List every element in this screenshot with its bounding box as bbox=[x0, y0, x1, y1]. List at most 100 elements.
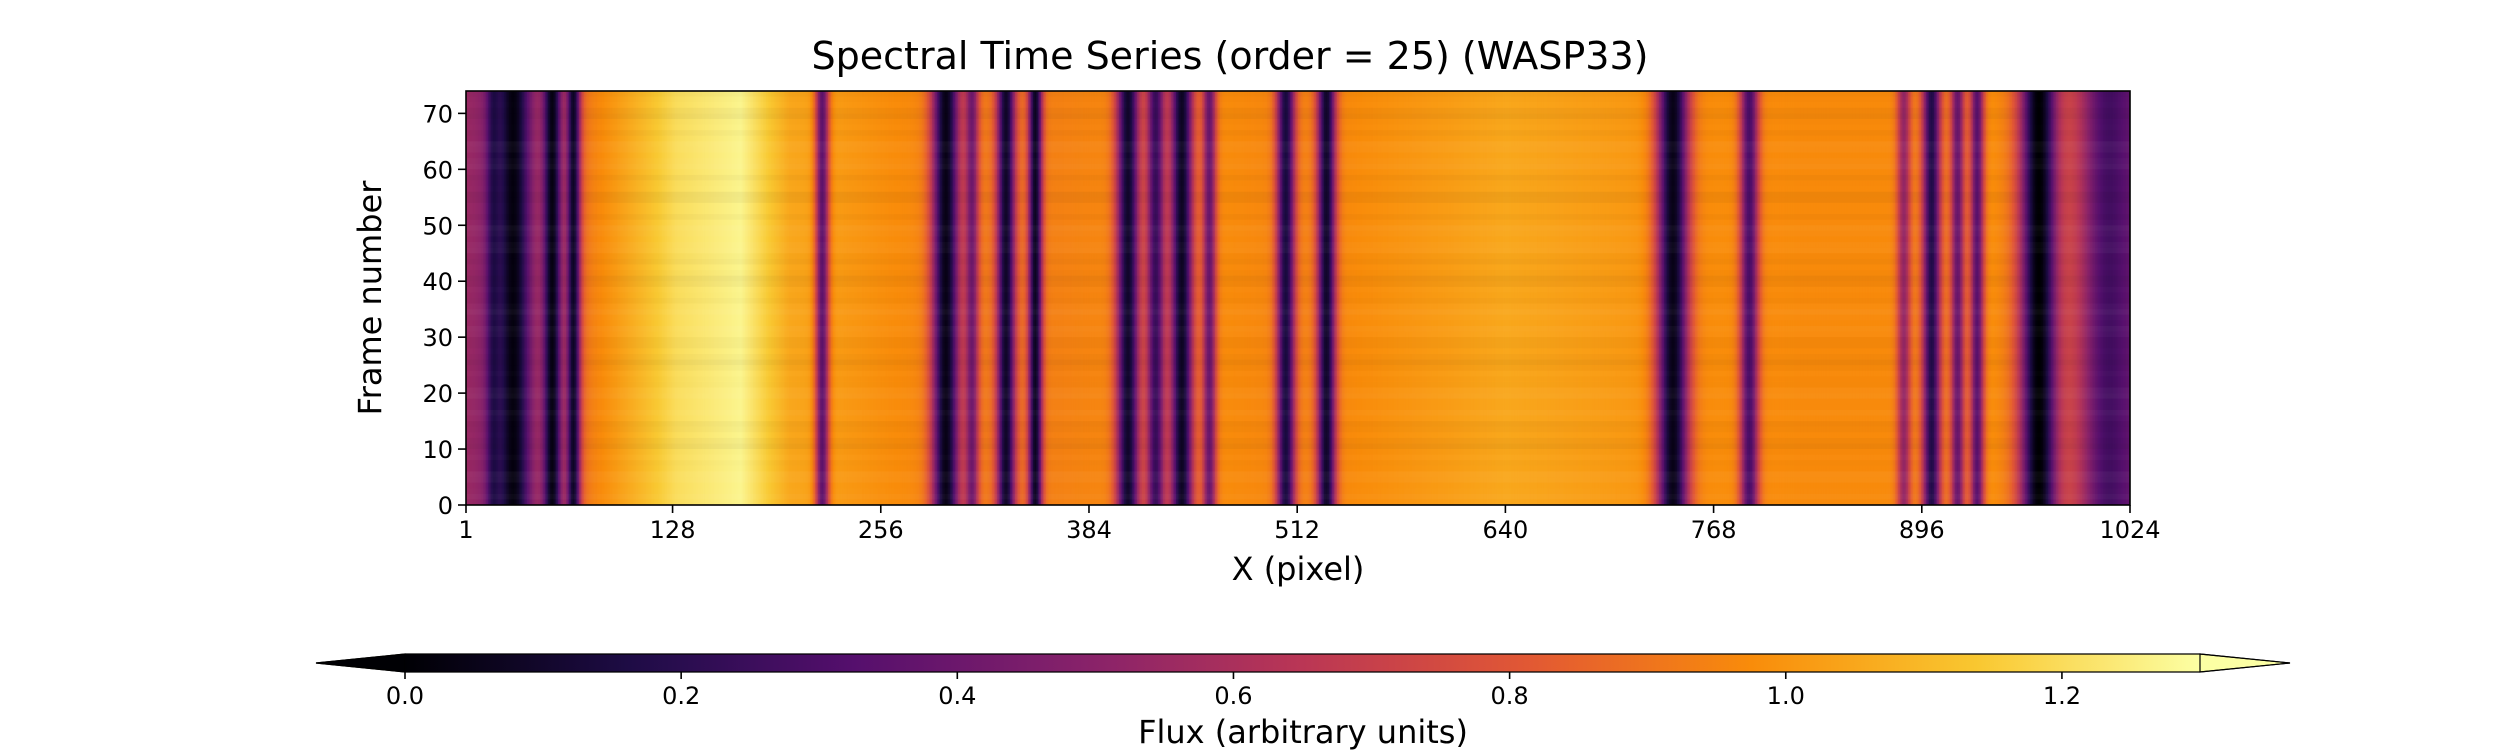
heatmap-column bbox=[1769, 91, 1773, 505]
heatmap-column bbox=[961, 91, 964, 505]
heatmap-column bbox=[531, 91, 535, 505]
heatmap-column bbox=[1301, 91, 1304, 505]
heatmap-column bbox=[1328, 91, 1332, 505]
heatmap-column bbox=[637, 91, 641, 505]
heatmap-column bbox=[1732, 91, 1735, 505]
heatmap-column bbox=[2083, 91, 2087, 505]
heatmap-column bbox=[470, 91, 473, 505]
heatmap-column bbox=[1454, 91, 1457, 505]
heatmap-column bbox=[1164, 91, 1168, 505]
heatmap-column bbox=[655, 91, 658, 505]
heatmap-column bbox=[995, 91, 998, 505]
heatmap-column bbox=[1964, 91, 1968, 505]
heatmap-frame-row bbox=[466, 371, 2130, 377]
heatmap-column bbox=[928, 91, 932, 505]
y-axis-label: Frame number bbox=[351, 180, 389, 416]
heatmap-column bbox=[1325, 91, 1329, 505]
heatmap-column bbox=[2111, 91, 2114, 505]
heatmap-frame-row bbox=[466, 287, 2130, 293]
y-tick-label: 40 bbox=[422, 268, 453, 296]
heatmap-column bbox=[1345, 91, 1348, 505]
heatmap-column bbox=[1459, 91, 1462, 505]
heatmap-column bbox=[1444, 91, 1447, 505]
heatmap-column bbox=[1457, 91, 1460, 505]
heatmap-column bbox=[624, 91, 628, 505]
heatmap-column bbox=[1912, 91, 1916, 505]
heatmap-column bbox=[663, 91, 667, 505]
heatmap-column bbox=[725, 91, 728, 505]
heatmap-column bbox=[1559, 91, 1563, 505]
heatmap-column bbox=[1180, 91, 1184, 505]
heatmap-column bbox=[2073, 91, 2077, 505]
heatmap-column bbox=[746, 91, 750, 505]
heatmap-frame-row bbox=[466, 438, 2130, 444]
heatmap-column bbox=[1298, 91, 1301, 505]
heatmap-column bbox=[826, 91, 829, 505]
heatmap-column bbox=[1868, 91, 1872, 505]
heatmap-frame-row bbox=[466, 376, 2130, 382]
heatmap-frame-row bbox=[466, 477, 2130, 483]
heatmap-column bbox=[899, 91, 902, 505]
heatmap-column bbox=[540, 91, 543, 505]
heatmap-column bbox=[2116, 91, 2119, 505]
heatmap-column bbox=[1309, 91, 1312, 505]
heatmap-column bbox=[901, 91, 904, 505]
heatmap-column bbox=[1400, 91, 1403, 505]
heatmap-column bbox=[1893, 91, 1896, 505]
heatmap-column bbox=[1842, 91, 1846, 505]
heatmap-column bbox=[1781, 91, 1784, 505]
heatmap-column bbox=[1748, 91, 1751, 505]
heatmap-column bbox=[756, 91, 759, 505]
heatmap-column bbox=[945, 91, 948, 505]
heatmap-column bbox=[1685, 91, 1688, 505]
heatmap-column bbox=[1398, 91, 1402, 505]
heatmap-column bbox=[1886, 91, 1890, 505]
heatmap-column bbox=[1514, 91, 1517, 505]
heatmap-column bbox=[1703, 91, 1706, 505]
heatmap-column bbox=[883, 91, 886, 505]
heatmap-column bbox=[1314, 91, 1317, 505]
heatmap-column bbox=[1351, 91, 1355, 505]
heatmap-column bbox=[1149, 91, 1153, 505]
heatmap-column bbox=[795, 91, 798, 505]
heatmap-column bbox=[2085, 91, 2088, 505]
heatmap-frame-row bbox=[466, 281, 2130, 287]
heatmap-column bbox=[868, 91, 872, 505]
heatmap-column bbox=[1950, 91, 1953, 505]
heatmap-column bbox=[520, 91, 523, 505]
heatmap-column bbox=[1354, 91, 1358, 505]
heatmap-column bbox=[1558, 91, 1561, 505]
heatmap-frame-row bbox=[466, 449, 2130, 455]
heatmap-column bbox=[1903, 91, 1906, 505]
heatmap-column bbox=[1712, 91, 1716, 505]
heatmap-column bbox=[753, 91, 756, 505]
heatmap-column bbox=[679, 91, 683, 505]
heatmap-column bbox=[1694, 91, 1698, 505]
heatmap-column bbox=[1517, 91, 1521, 505]
heatmap-column bbox=[1711, 91, 1714, 505]
heatmap-column bbox=[1332, 91, 1335, 505]
heatmap-column bbox=[627, 91, 631, 505]
heatmap-frame-row bbox=[466, 304, 2130, 310]
heatmap-column bbox=[910, 91, 914, 505]
heatmap-column bbox=[1237, 91, 1241, 505]
heatmap-column bbox=[922, 91, 925, 505]
heatmap-column bbox=[1107, 91, 1111, 505]
heatmap-column bbox=[1942, 91, 1945, 505]
heatmap-column bbox=[1441, 91, 1444, 505]
heatmap-column bbox=[774, 91, 777, 505]
heatmap-column bbox=[1808, 91, 1812, 505]
heatmap-column bbox=[2086, 91, 2090, 505]
heatmap-column bbox=[831, 91, 834, 505]
heatmap-frame-row bbox=[466, 421, 2130, 427]
heatmap-column bbox=[492, 91, 496, 505]
heatmap-column bbox=[1374, 91, 1377, 505]
heatmap-column bbox=[528, 91, 532, 505]
heatmap-column bbox=[873, 91, 876, 505]
heatmap-column bbox=[1774, 91, 1778, 505]
heatmap-column bbox=[1304, 91, 1307, 505]
heatmap-column bbox=[1561, 91, 1564, 505]
y-tick-label: 60 bbox=[422, 156, 453, 184]
heatmap-column bbox=[1785, 91, 1789, 505]
heatmap-column bbox=[2039, 91, 2043, 505]
